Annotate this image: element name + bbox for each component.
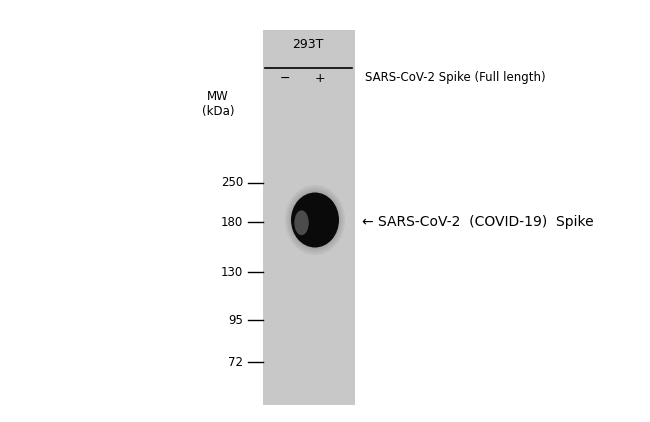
Text: 180: 180 — [221, 216, 243, 228]
Bar — [263, 30, 355, 405]
Text: 250: 250 — [221, 176, 243, 189]
Text: 293T: 293T — [292, 38, 324, 51]
Ellipse shape — [285, 185, 345, 255]
Ellipse shape — [289, 190, 341, 250]
Text: 72: 72 — [228, 355, 243, 368]
Text: 95: 95 — [228, 314, 243, 327]
Text: −: − — [280, 71, 291, 84]
Text: MW
(kDa): MW (kDa) — [202, 90, 234, 118]
Text: SARS-CoV-2 Spike (Full length): SARS-CoV-2 Spike (Full length) — [365, 71, 545, 84]
Text: ← SARS-CoV-2  (COVID-19)  Spike: ← SARS-CoV-2 (COVID-19) Spike — [362, 215, 593, 229]
Text: 130: 130 — [221, 265, 243, 279]
Ellipse shape — [287, 187, 343, 252]
Text: +: + — [315, 71, 325, 84]
Ellipse shape — [291, 192, 339, 247]
Ellipse shape — [294, 211, 309, 235]
